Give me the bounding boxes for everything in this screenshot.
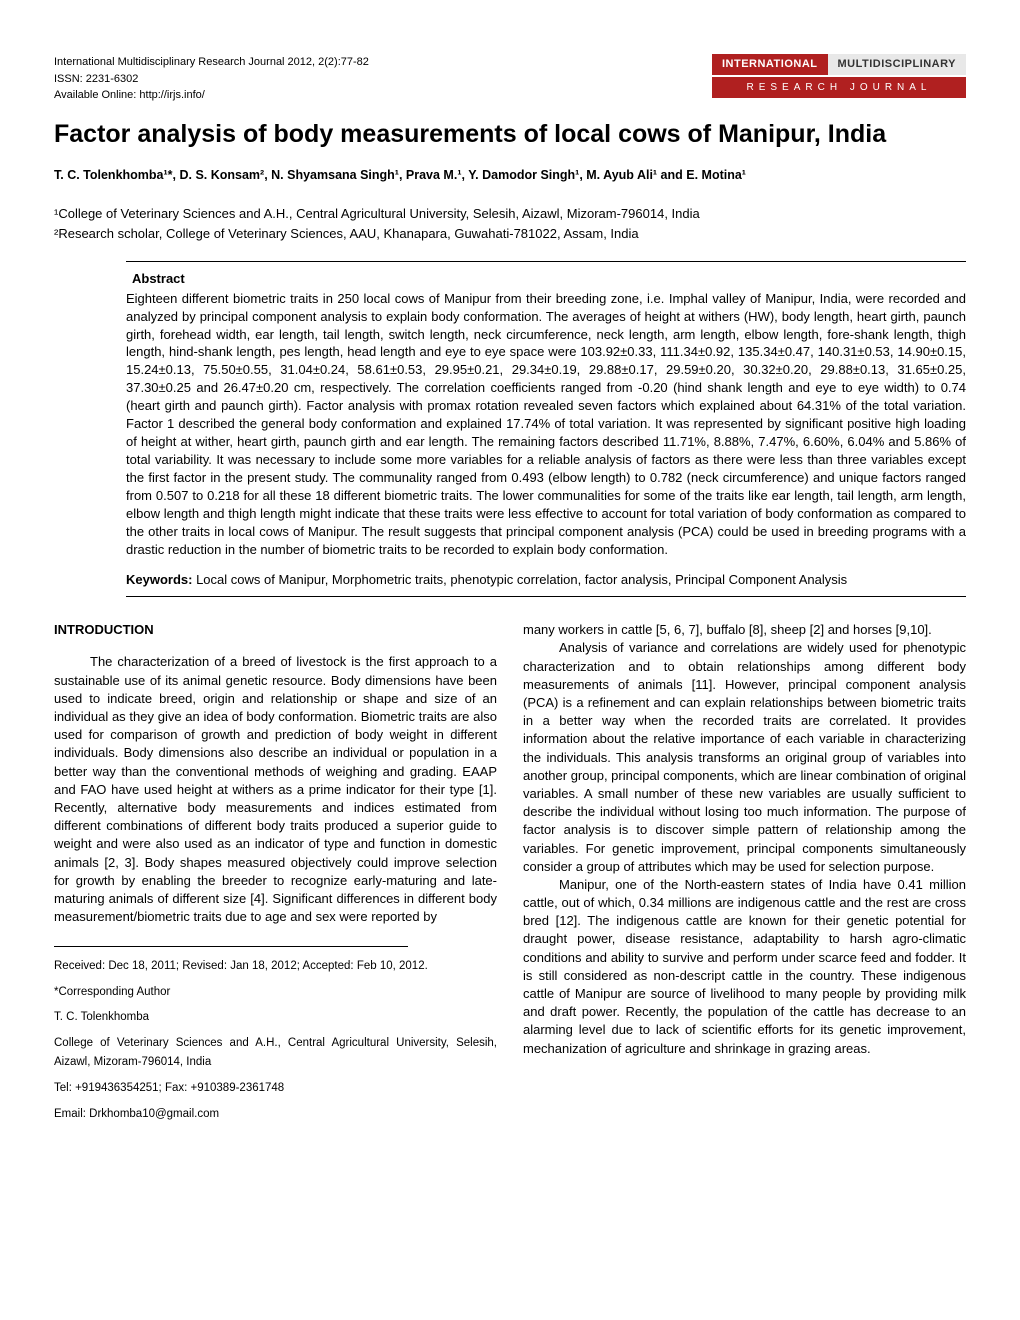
keywords-label: Keywords:	[126, 572, 192, 587]
intro-continuation: many workers in cattle [5, 6, 7], buffal…	[523, 621, 966, 639]
intro-paragraph-3: Manipur, one of the North-eastern states…	[523, 876, 966, 1058]
journal-badge: INTERNATIONAL MULTIDISCIPLINARY RESEARCH…	[712, 54, 966, 98]
keywords-line: Keywords: Local cows of Manipur, Morphom…	[126, 571, 966, 589]
affiliations: ¹College of Veterinary Sciences and A.H.…	[54, 204, 966, 243]
intro-paragraph-2: Analysis of variance and correlations ar…	[523, 639, 966, 875]
corresponding-author-label: *Corresponding Author	[54, 983, 497, 1003]
article-title: Factor analysis of body measurements of …	[54, 118, 966, 152]
abstract-heading: Abstract	[132, 270, 966, 288]
available-online: Available Online: http://irjs.info/	[54, 87, 369, 104]
abstract-block: Abstract Eighteen different biometric tr…	[126, 261, 966, 597]
issn: ISSN: 2231-6302	[54, 71, 369, 88]
journal-info: International Multidisciplinary Research…	[54, 54, 369, 104]
body-columns: INTRODUCTION The characterization of a b…	[54, 621, 966, 1130]
received-dates: Received: Dec 18, 2011; Revised: Jan 18,…	[54, 957, 497, 977]
intro-paragraph-1: The characterization of a breed of lives…	[54, 653, 497, 926]
badge-multidisciplinary: MULTIDISCIPLINARY	[828, 54, 967, 75]
abstract-text: Eighteen different biometric traits in 2…	[126, 290, 966, 559]
right-column: many workers in cattle [5, 6, 7], buffal…	[523, 621, 966, 1130]
corresponding-author-tel: Tel: +919436354251; Fax: +910389-2361748	[54, 1079, 497, 1099]
badge-international: INTERNATIONAL	[712, 54, 828, 75]
journal-citation: International Multidisciplinary Research…	[54, 54, 369, 71]
introduction-heading: INTRODUCTION	[54, 621, 497, 639]
authors: T. C. Tolenkhomba¹*, D. S. Konsam², N. S…	[54, 167, 966, 184]
footer-divider	[54, 946, 408, 947]
corresponding-author-name: T. C. Tolenkhomba	[54, 1008, 497, 1028]
badge-research-journal: RESEARCH JOURNAL	[712, 77, 966, 99]
affiliation-1: ¹College of Veterinary Sciences and A.H.…	[54, 204, 966, 224]
page-header: International Multidisciplinary Research…	[54, 54, 966, 104]
keywords-text: Local cows of Manipur, Morphometric trai…	[192, 572, 847, 587]
affiliation-2: ²Research scholar, College of Veterinary…	[54, 224, 966, 244]
corresponding-author-email: Email: Drkhomba10@gmail.com	[54, 1105, 497, 1125]
article-footer: Received: Dec 18, 2011; Revised: Jan 18,…	[54, 957, 497, 1124]
left-column: INTRODUCTION The characterization of a b…	[54, 621, 497, 1130]
corresponding-author-address: College of Veterinary Sciences and A.H.,…	[54, 1034, 497, 1073]
